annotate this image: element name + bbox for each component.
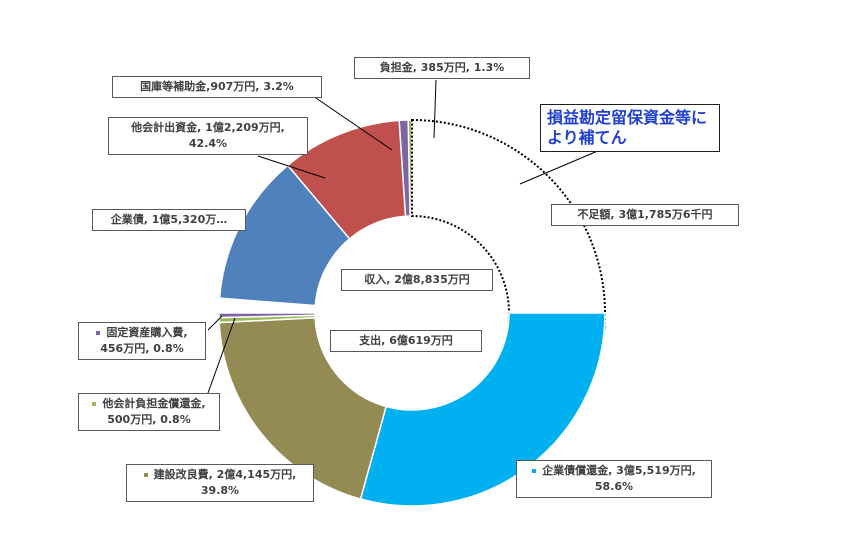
slice-income-2 xyxy=(286,119,407,240)
label-kensetsu-kairyohi: 建設改良費, 2億4,145万円, 39.8% xyxy=(126,464,314,502)
label-futankin: 負担金, 385万円, 1.3% xyxy=(354,57,530,79)
label-kigyosai-shokankin-text: 企業債償還金, 3億5,519万円, 58.6% xyxy=(542,464,696,493)
label-kotei-shisan-text: 固定資産購入費, 456万円, 0.8% xyxy=(100,326,188,355)
label-takaikei-futankin-shokankin: 他会計負担金償還金, 500万円, 0.8% xyxy=(78,393,220,431)
legend-key-takaikei-futankin xyxy=(92,402,97,406)
leader-lines xyxy=(207,79,601,394)
leader-line-1 xyxy=(309,93,393,151)
label-kigyosai-shokankin: 企業債償還金, 3億5,519万円, 58.6% xyxy=(516,460,712,498)
legend-key-kigyosai-shokankin xyxy=(532,469,537,473)
label-kigyosai: 企業債, 1億5,320万… xyxy=(92,209,246,231)
leader-line-3 xyxy=(519,149,601,185)
slice-expenditure-3 xyxy=(218,312,316,319)
label-kotei-shisan-konyuhi: 固定資産購入費, 456万円, 0.8% xyxy=(78,322,206,360)
label-takaikei-shusshikin: 他会計出資金, 1億2,209万円, 42.4% xyxy=(108,117,308,155)
label-takaikei-futankin-text: 他会計負担金償還金, 500万円, 0.8% xyxy=(102,397,206,426)
label-fusokugaku: 不足額, 3億1,785万6千円 xyxy=(551,204,739,226)
center-label-income: 収入, 2億8,835万円 xyxy=(341,269,493,291)
leader-line-5 xyxy=(207,317,236,394)
slice-expenditure-0 xyxy=(359,312,606,507)
label-kensetsu-kairyohi-text: 建設改良費, 2億4,145万円, 39.8% xyxy=(153,468,297,497)
legend-key-kotei-shisan xyxy=(96,331,101,335)
leader-line-4 xyxy=(207,315,223,331)
shortfall-callout: 損益勘定留保資金等により補てん xyxy=(540,104,720,152)
slice-shortfall xyxy=(411,118,606,329)
center-label-expenditure: 支出, 6億619万円 xyxy=(330,330,482,352)
donut-slices xyxy=(218,118,606,507)
leader-line-0 xyxy=(433,79,437,139)
label-kokko-hojokin: 国庫等補助金,907万円, 3.2% xyxy=(112,76,322,98)
leader-line-2 xyxy=(257,155,326,179)
legend-key-kensetsu-kairyohi xyxy=(143,473,148,477)
